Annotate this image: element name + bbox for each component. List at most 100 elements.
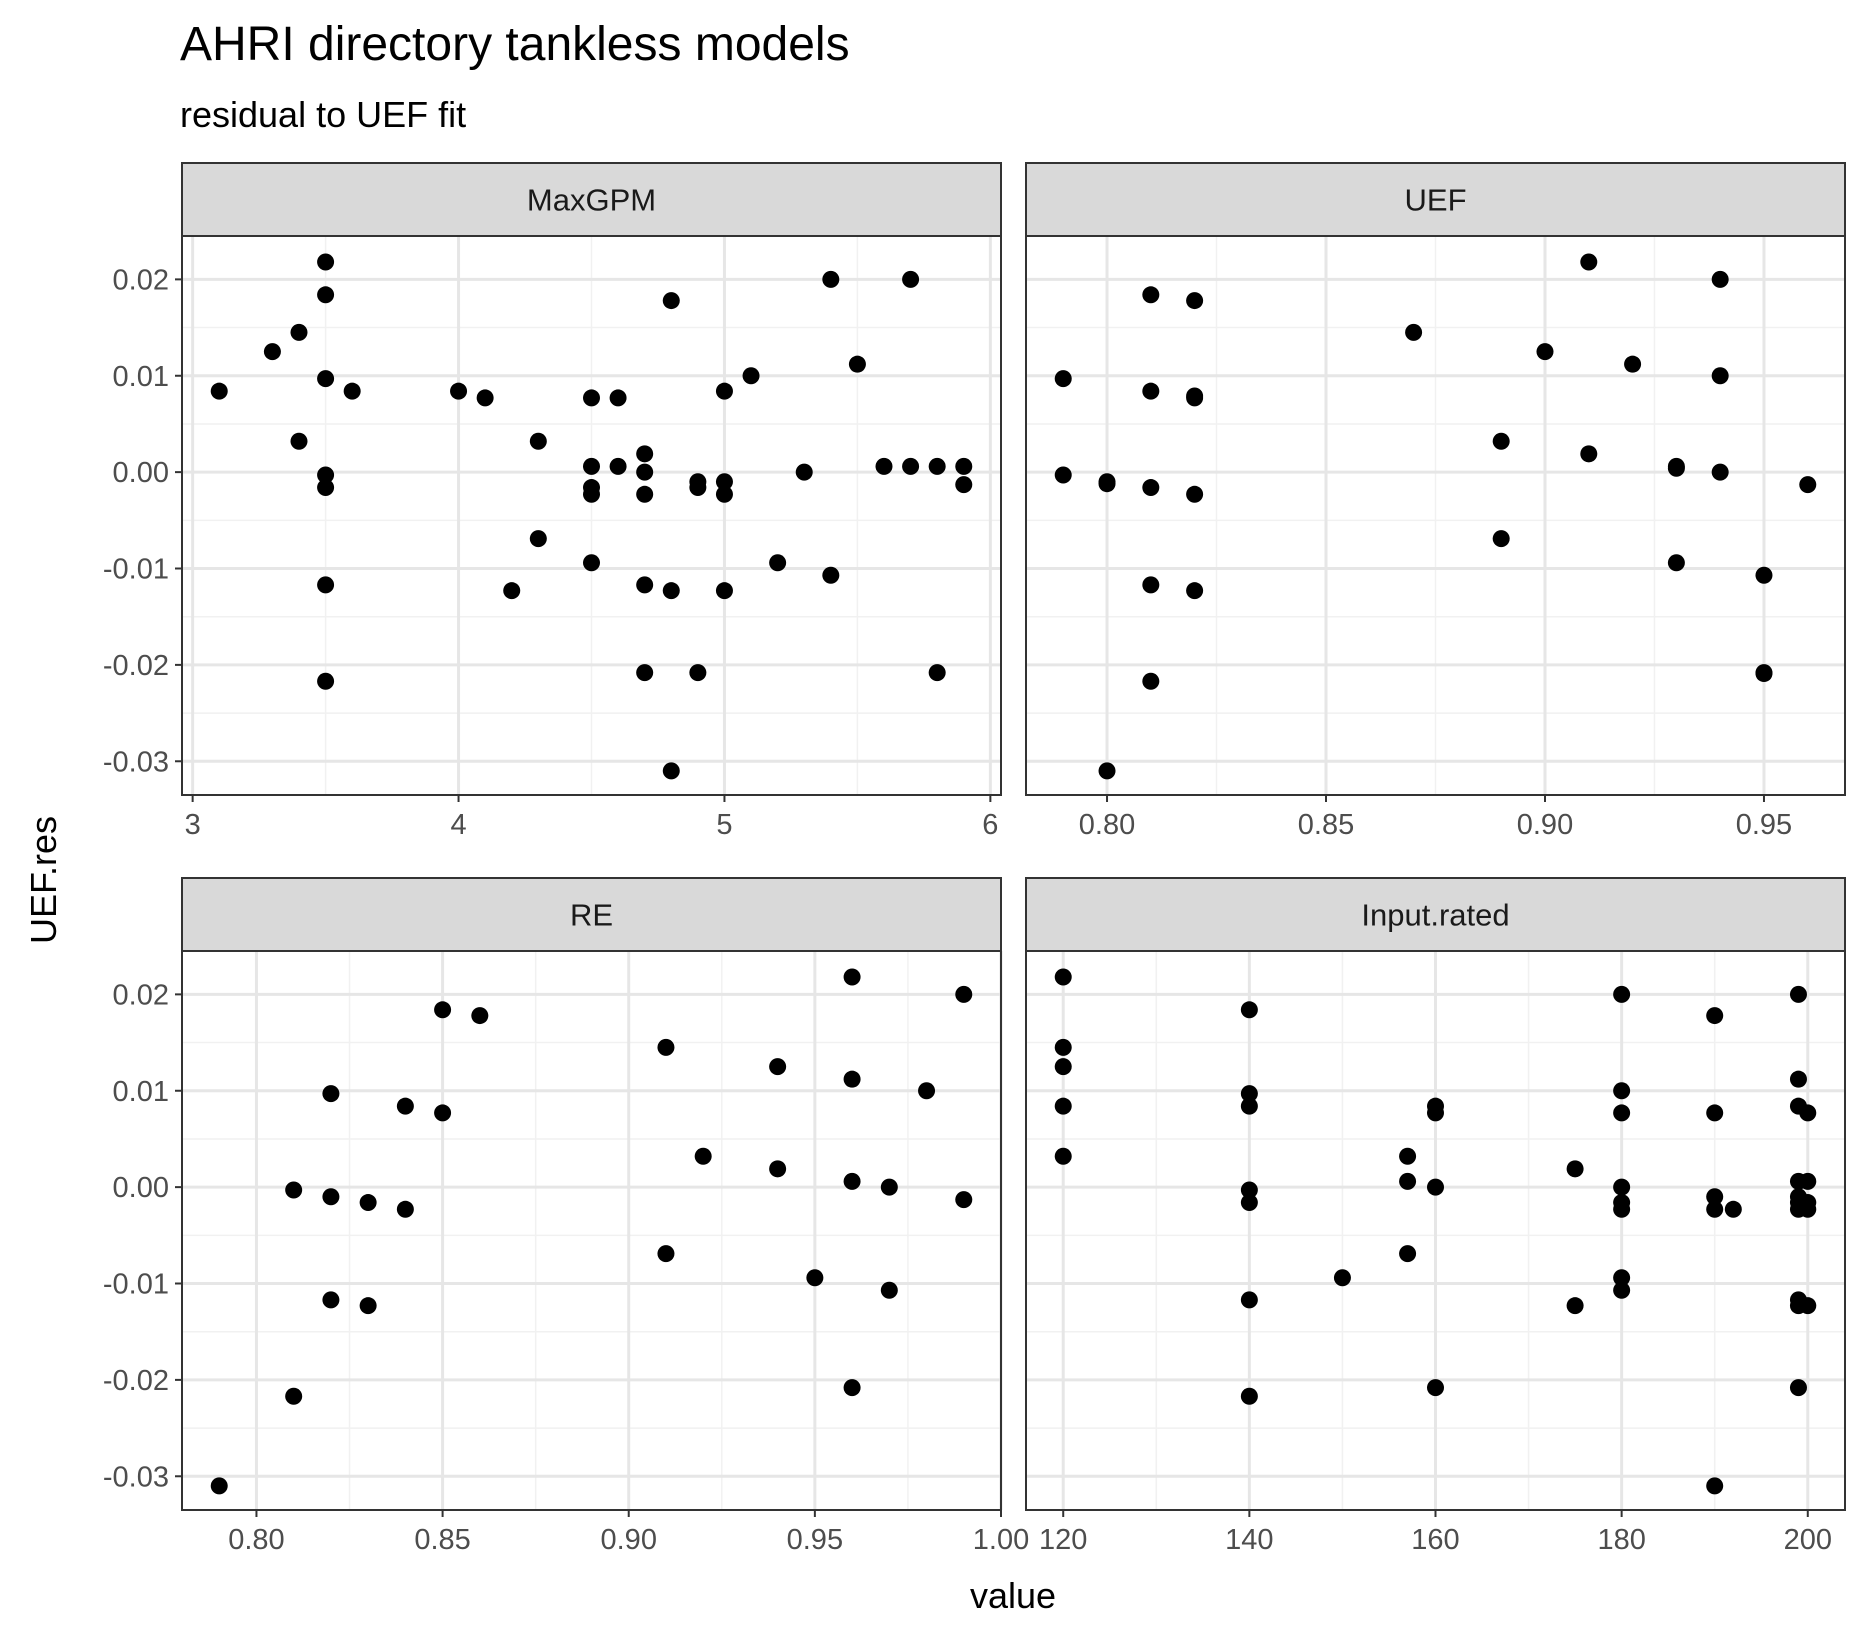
data-point xyxy=(1240,1085,1258,1103)
x-tick-label: 160 xyxy=(1411,1524,1459,1556)
data-point xyxy=(1427,1104,1444,1122)
data-point xyxy=(1706,1188,1724,1206)
strip-label-uef: UEF xyxy=(1405,183,1467,218)
data-point xyxy=(1399,1147,1417,1165)
strip-re xyxy=(181,877,1002,952)
data-point xyxy=(1711,270,1729,288)
data-point xyxy=(210,1477,228,1495)
data-point xyxy=(317,370,335,388)
x-tick-label: 0.95 xyxy=(1736,809,1792,841)
data-point xyxy=(476,389,494,407)
data-point xyxy=(715,473,733,491)
data-point xyxy=(689,664,707,682)
data-point xyxy=(1755,665,1773,683)
data-point xyxy=(317,466,335,484)
data-point xyxy=(1799,476,1817,494)
chart-subtitle: residual to UEF fit xyxy=(180,94,466,135)
x-tick-label: 0.90 xyxy=(1517,809,1573,841)
data-point xyxy=(1613,1104,1631,1122)
data-point xyxy=(1799,1297,1817,1315)
x-axis-title: value xyxy=(970,1575,1056,1616)
x-tick-label: 4 xyxy=(450,809,466,841)
data-point xyxy=(689,479,707,497)
x-tick-label: 5 xyxy=(716,809,732,841)
data-point xyxy=(1667,459,1685,477)
panel-maxgpm: MaxGPM 0.02 0.01 0.00 -0.01 -0.02 -0.03 3 4 5 6 xyxy=(103,162,1002,841)
data-point xyxy=(875,457,893,475)
data-point xyxy=(1399,1245,1417,1263)
data-point xyxy=(1054,968,1072,986)
y-tick-label: 0.02 xyxy=(113,264,169,296)
y-axis-title: UEF.res xyxy=(23,816,64,944)
data-point xyxy=(434,1001,452,1019)
y-tick-label: -0.01 xyxy=(103,1269,169,1301)
data-point xyxy=(662,292,680,310)
data-point xyxy=(1799,1104,1817,1122)
data-point xyxy=(1399,1172,1417,1190)
data-point xyxy=(955,476,973,494)
data-point xyxy=(657,1038,675,1056)
panel-border xyxy=(181,235,1002,796)
data-point xyxy=(317,479,335,497)
y-tick-label: 0.00 xyxy=(113,1172,169,1204)
data-point xyxy=(1142,576,1160,594)
data-point xyxy=(918,1082,936,1100)
strip-uef xyxy=(1025,162,1846,237)
panel-background xyxy=(182,951,1001,1510)
data-point xyxy=(1405,323,1423,341)
data-point xyxy=(1711,463,1729,481)
data-point xyxy=(1240,1181,1258,1199)
data-point xyxy=(1054,466,1072,484)
data-point xyxy=(290,432,308,450)
data-point xyxy=(1186,582,1204,600)
data-point xyxy=(609,389,627,407)
data-point xyxy=(1427,1379,1444,1397)
data-point xyxy=(583,389,600,407)
panel-re: RE 0.02 0.01 0.00 -0.01 -0.02 -0.03 0.80 0.85 0.9… xyxy=(103,877,1029,1556)
strip-maxgpm xyxy=(181,162,1002,237)
data-point xyxy=(662,582,680,600)
data-point xyxy=(317,672,335,690)
data-point xyxy=(1427,1178,1444,1196)
data-point xyxy=(322,1291,340,1309)
data-point xyxy=(1724,1200,1742,1218)
data-point xyxy=(396,1097,414,1115)
data-point xyxy=(1240,1097,1258,1115)
data-point xyxy=(1142,479,1160,497)
data-point xyxy=(1706,1007,1724,1025)
data-point xyxy=(1613,1200,1631,1218)
data-point xyxy=(529,530,547,548)
data-point xyxy=(955,985,973,1003)
data-point xyxy=(1613,1082,1631,1100)
data-point xyxy=(471,1007,489,1025)
data-point xyxy=(928,664,946,682)
data-point xyxy=(1799,1172,1817,1190)
data-point xyxy=(843,1172,861,1190)
data-point xyxy=(1566,1160,1584,1178)
data-point xyxy=(317,576,335,594)
data-point xyxy=(450,382,468,400)
data-point xyxy=(1142,382,1160,400)
data-point xyxy=(880,1178,898,1196)
x-tick-label: 6 xyxy=(982,809,998,841)
data-point xyxy=(715,582,733,600)
data-point xyxy=(317,286,335,304)
data-point xyxy=(1706,1477,1724,1495)
data-point xyxy=(1142,672,1160,690)
x-tick-label: 0.80 xyxy=(228,1524,284,1556)
data-point xyxy=(902,457,920,475)
data-point xyxy=(880,1281,898,1299)
data-point xyxy=(1186,292,1204,310)
data-point xyxy=(1613,1269,1631,1287)
data-point xyxy=(1711,367,1729,385)
data-point xyxy=(263,343,281,361)
chart-title: AHRI directory tankless models xyxy=(180,18,850,71)
data-point xyxy=(795,463,813,481)
strip-label-maxgpm: MaxGPM xyxy=(527,183,656,218)
panel-border xyxy=(1025,235,1846,796)
data-point xyxy=(285,1181,303,1199)
data-point xyxy=(1613,1178,1631,1196)
x-tick-label: 0.85 xyxy=(1298,809,1354,841)
strip-label-re: RE xyxy=(570,898,613,933)
data-point xyxy=(359,1297,377,1315)
